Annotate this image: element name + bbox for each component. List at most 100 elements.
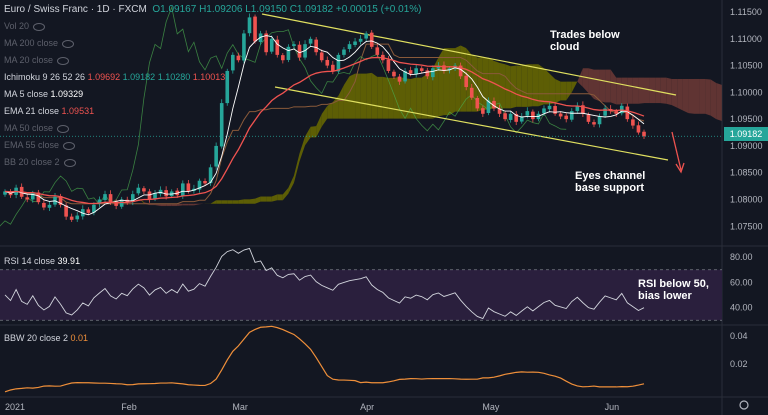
settings-icon xyxy=(739,400,749,410)
ichimoku-cloud-segment xyxy=(527,64,533,107)
channel-lower-line xyxy=(274,86,669,161)
ichimoku-cloud-segment xyxy=(277,194,283,201)
candle-body xyxy=(431,68,435,78)
ichimoku-cloud-segment xyxy=(716,82,722,122)
ichimoku-cloud-segment xyxy=(288,175,294,194)
eye-off-icon[interactable] xyxy=(57,124,70,133)
legend-ema55[interactable]: EMA 55 close xyxy=(4,139,76,151)
ichimoku-cloud-segment xyxy=(482,57,489,110)
candle-body xyxy=(314,39,318,53)
ichimoku-cloud-segment xyxy=(510,65,517,109)
bbw-legend[interactable]: BBW 20 close 2 0.01 xyxy=(4,333,89,343)
candle-body xyxy=(486,100,491,113)
ichimoku-cloud-segment xyxy=(305,126,311,146)
candle-body xyxy=(586,114,591,122)
legend-ma50[interactable]: MA 50 close xyxy=(4,122,70,134)
ichimoku-cloud-segment xyxy=(671,78,678,108)
candle-body xyxy=(503,113,507,120)
legend-ema21[interactable]: EMA 21 close 1.09531 xyxy=(4,106,95,116)
candle-body xyxy=(236,55,241,61)
ichimoku-cloud-segment xyxy=(382,76,389,119)
ichimoku-cloud-segment xyxy=(343,76,350,119)
legend-ma200[interactable]: MA 200 close xyxy=(4,37,75,49)
candle-body xyxy=(225,70,230,104)
candle-body xyxy=(369,32,374,47)
candle-body xyxy=(36,192,41,203)
ichimoku-cloud-segment xyxy=(266,196,272,202)
rsi-legend[interactable]: RSI 14 close 39.91 xyxy=(4,256,81,266)
candle-body xyxy=(197,180,202,190)
ichimoku-cloud-segment xyxy=(171,203,178,207)
annotation-channel: Eyes channel base support xyxy=(575,170,646,194)
y-tick-label: 1.09500 xyxy=(730,114,763,124)
x-tick-label: Apr xyxy=(360,402,374,412)
eye-off-icon[interactable] xyxy=(63,141,76,150)
candle-body xyxy=(481,108,485,114)
ichimoku-cloud-segment xyxy=(410,77,417,119)
candle-body xyxy=(130,194,135,202)
ichimoku-cloud-segment xyxy=(532,64,539,107)
ichimoku-cloud-segment xyxy=(360,73,367,119)
candle-body xyxy=(114,201,118,206)
candle-body xyxy=(219,103,224,147)
ichimoku-cloud-segment xyxy=(221,200,228,204)
candle-body xyxy=(275,39,280,55)
ichimoku-cloud-segment xyxy=(443,48,450,116)
eye-off-icon[interactable] xyxy=(33,22,46,31)
candle-body xyxy=(636,125,641,133)
candle-body xyxy=(242,33,246,61)
ichimoku-cloud-segment xyxy=(610,69,617,105)
ichimoku-cloud-segment xyxy=(82,191,89,194)
candle-body xyxy=(436,65,441,69)
ichimoku-cloud-segment xyxy=(516,65,522,107)
candle-body xyxy=(103,194,107,201)
ichimoku-cloud-segment xyxy=(460,45,467,112)
last-price-tag: 1.09182 xyxy=(724,127,768,141)
ichimoku-cloud-segment xyxy=(488,57,494,110)
ichimoku-cloud-segment xyxy=(316,114,322,138)
legend-ma20[interactable]: MA 20 close xyxy=(4,54,70,66)
x-tick-label: Jun xyxy=(605,402,620,412)
ichimoku-cloud-segment xyxy=(593,69,600,102)
candle-body xyxy=(108,194,113,203)
candle-body xyxy=(292,44,296,47)
legend-ichimoku[interactable]: Ichimoku 9 26 52 26 1.09692 1.09182 1.10… xyxy=(4,72,226,82)
legend-bb[interactable]: BB 20 close 2 xyxy=(4,156,76,168)
ichimoku-cloud-segment xyxy=(632,77,639,104)
candle-body xyxy=(458,65,463,77)
legend-vol[interactable]: Vol 20 xyxy=(4,20,46,32)
x-tick-label: 2021 xyxy=(5,402,25,412)
ichimoku-cloud-segment xyxy=(88,191,94,194)
ichimoku-cloud-segment xyxy=(543,68,550,105)
eye-off-icon[interactable] xyxy=(57,56,70,65)
ichimoku-cloud-segment xyxy=(421,73,428,119)
candle-body xyxy=(425,70,430,77)
ichimoku-cloud-segment xyxy=(249,198,256,204)
candle-body xyxy=(342,49,346,55)
candle-body xyxy=(592,122,596,125)
candle-body xyxy=(64,205,68,217)
legend-ma5[interactable]: MA 5 close 1.09329 xyxy=(4,89,84,99)
candle-body xyxy=(281,55,285,61)
ichimoku-cloud-segment xyxy=(505,64,511,109)
ichimoku-cloud-segment xyxy=(616,77,622,105)
ichimoku-cloud-segment xyxy=(405,78,411,119)
ichimoku-cloud-segment xyxy=(699,78,706,114)
eye-off-icon[interactable] xyxy=(63,158,76,167)
ichimoku-cloud-segment xyxy=(366,72,372,119)
ichimoku-cloud-segment xyxy=(416,77,422,119)
ichimoku-cloud-segment xyxy=(566,81,572,101)
ichimoku-cloud-segment xyxy=(449,48,456,116)
x-tick-label: May xyxy=(482,402,500,412)
candle-body xyxy=(386,59,391,71)
candle-body xyxy=(358,38,363,42)
candle-body xyxy=(447,68,452,71)
candle-body xyxy=(464,75,468,88)
candle-body xyxy=(86,209,91,213)
annotation-rsi: RSI below 50, bias lower xyxy=(638,278,709,302)
candle-body xyxy=(297,44,302,58)
ichimoku-cloud-segment xyxy=(355,73,361,119)
eye-off-icon[interactable] xyxy=(62,39,75,48)
ichimoku-cloud-segment xyxy=(232,200,239,204)
